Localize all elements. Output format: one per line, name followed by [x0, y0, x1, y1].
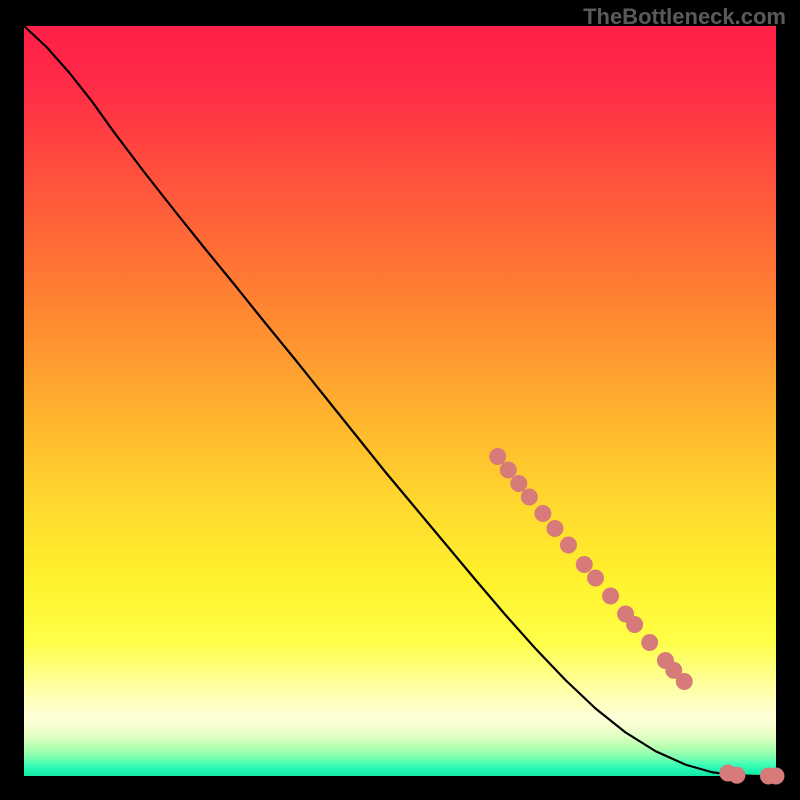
data-marker [641, 634, 658, 651]
data-marker [602, 588, 619, 605]
data-marker [626, 616, 643, 633]
data-marker [676, 673, 693, 690]
data-marker [534, 505, 551, 522]
data-marker [500, 462, 517, 479]
data-marker [587, 570, 604, 587]
data-marker [728, 767, 745, 784]
data-marker [546, 520, 563, 537]
data-marker [510, 475, 527, 492]
data-marker [521, 489, 538, 506]
bottleneck-chart [0, 0, 800, 800]
data-marker [768, 768, 785, 785]
data-marker [560, 537, 577, 554]
watermark-text: TheBottleneck.com [583, 4, 786, 30]
data-marker [489, 448, 506, 465]
data-marker [576, 556, 593, 573]
